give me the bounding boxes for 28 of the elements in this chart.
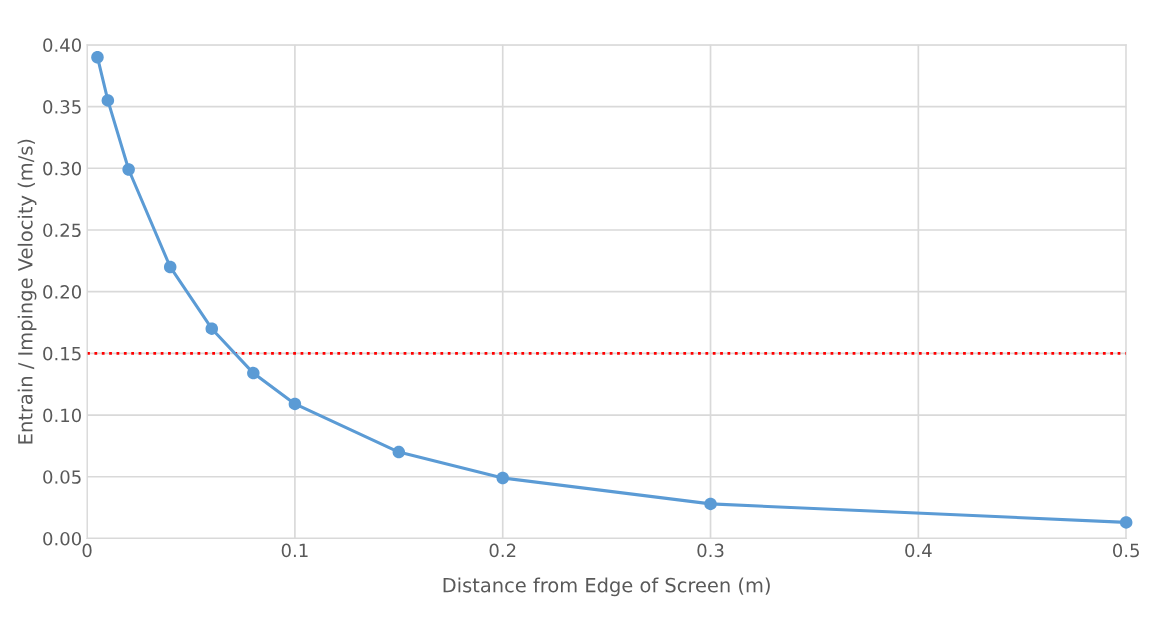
x-tick-label: 0.5 xyxy=(1113,543,1139,558)
point xyxy=(496,471,509,485)
y-tick-label: 0.00 xyxy=(43,531,82,546)
point xyxy=(704,497,717,511)
point xyxy=(91,50,104,64)
x-axis-title: Distance from Edge of Screen (m) xyxy=(443,577,770,597)
y-tick-label: 0.10 xyxy=(43,408,82,423)
y-tick-label: 0.20 xyxy=(43,285,82,299)
point xyxy=(392,445,406,459)
x-tick-label: 0.4 xyxy=(905,543,932,558)
y-axis-title: Entrain / Impinge Velocity (m/s) xyxy=(17,139,37,444)
point xyxy=(205,322,219,335)
x-tick-label: 0.2 xyxy=(489,543,516,558)
y-tick-label: 0.25 xyxy=(43,223,81,238)
y-tick-label: 0.35 xyxy=(43,100,81,114)
point xyxy=(247,366,260,380)
point xyxy=(122,163,135,176)
y-tick-label: 0.05 xyxy=(43,470,81,484)
y-tick-label: 0.15 xyxy=(43,346,81,361)
point xyxy=(163,260,177,274)
x-tick-label: 0.3 xyxy=(697,543,724,558)
y-tick-label: 0.40 xyxy=(43,38,82,52)
x-tick-label: 0 xyxy=(82,543,92,558)
y-tick-label: 0.30 xyxy=(43,161,82,176)
point xyxy=(101,94,115,107)
point xyxy=(1119,516,1133,529)
point xyxy=(288,397,302,411)
x-tick-label: 0.1 xyxy=(281,543,308,558)
